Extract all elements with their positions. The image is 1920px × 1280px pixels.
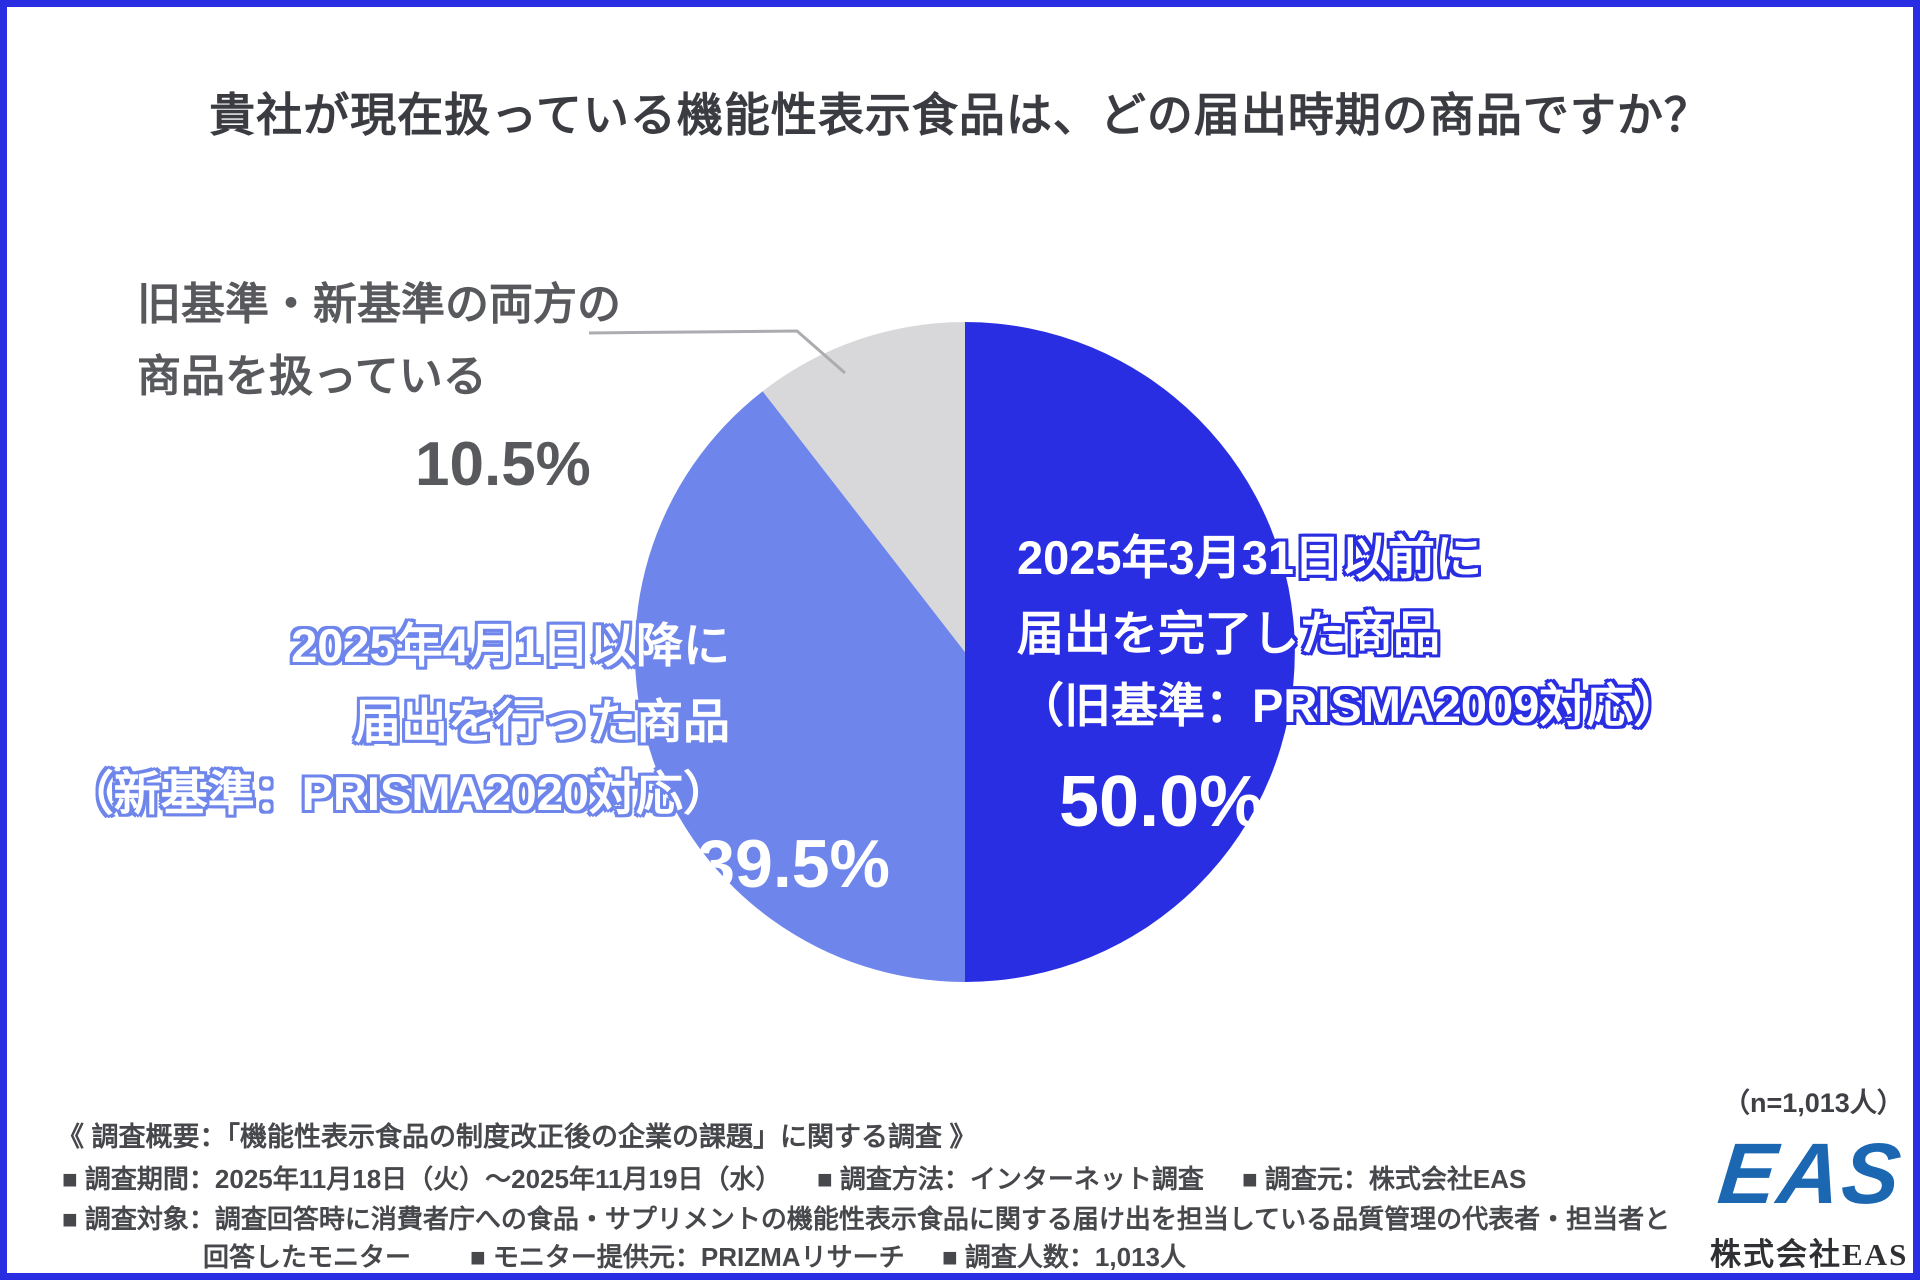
survey-target: ■ 調査対象：調査回答時に消費者庁への食品・サプリメントの機能性表示食品に関する… <box>62 1204 1671 1234</box>
survey-respondent-count: ■ 調査人数：1,013人 <box>942 1242 1186 1272</box>
pie-slice-both-standards <box>762 322 965 652</box>
pie-slice-new-standard <box>634 391 965 982</box>
pie-slices <box>634 322 1295 982</box>
survey-target-continued: 回答したモニター <box>203 1242 412 1272</box>
slice-label-old-standard-line2: 届出を完了した商品 <box>1017 607 1440 660</box>
survey-method: ■ 調査方法：インターネット調査 <box>817 1164 1204 1194</box>
pie-chart <box>588 322 1295 982</box>
slice-label-both-standards-line2: 商品を扱っている <box>137 352 487 401</box>
gray-slice-leader-line <box>588 329 846 375</box>
slice-label-new-standard-line2: 届出を行った商品 <box>354 695 730 748</box>
slice-value-new-standard: 39.5% <box>697 826 890 902</box>
slice-label-new-standard-line3: （新基準：PRISMA2020対応） <box>66 767 730 820</box>
eas-logo: EAS <box>1714 1126 1907 1222</box>
page-title: 貴社が現在扱っている機能性表示食品は、どの届出時期の商品ですか？ <box>209 89 1711 141</box>
slice-label-new-standard-line1: 2025年4月1日以降に <box>291 619 730 672</box>
survey-period: ■ 調査期間：2025年11月18日（火）～2025年11月19日（水） <box>62 1164 782 1194</box>
slice-label-old-standard-line1: 2025年3月31日以前に <box>1017 531 1482 584</box>
survey-summary: 《 調査概要：「機能性表示食品の制度改正後の企業の課題」に関する調査 》 <box>57 1122 977 1152</box>
pie-slice-old-standard <box>965 322 1295 982</box>
survey-source: ■ 調査元：株式会社EAS <box>1242 1164 1527 1194</box>
slice-value-old-standard: 50.0% <box>1059 762 1264 842</box>
eas-company-name: 株式会社EAS <box>1710 1237 1909 1272</box>
sample-size-note: （n=1,013人） <box>1723 1088 1904 1118</box>
slice-label-old-standard-line3: （旧基準：PRISMA2009対応） <box>1017 679 1681 732</box>
survey-monitor-provider: ■ モニター提供元：PRIZMAリサーチ <box>470 1242 905 1272</box>
slice-label-both-standards-line1: 旧基準・新基準の両方の <box>137 280 621 329</box>
slice-value-both-standards: 10.5% <box>415 430 591 499</box>
